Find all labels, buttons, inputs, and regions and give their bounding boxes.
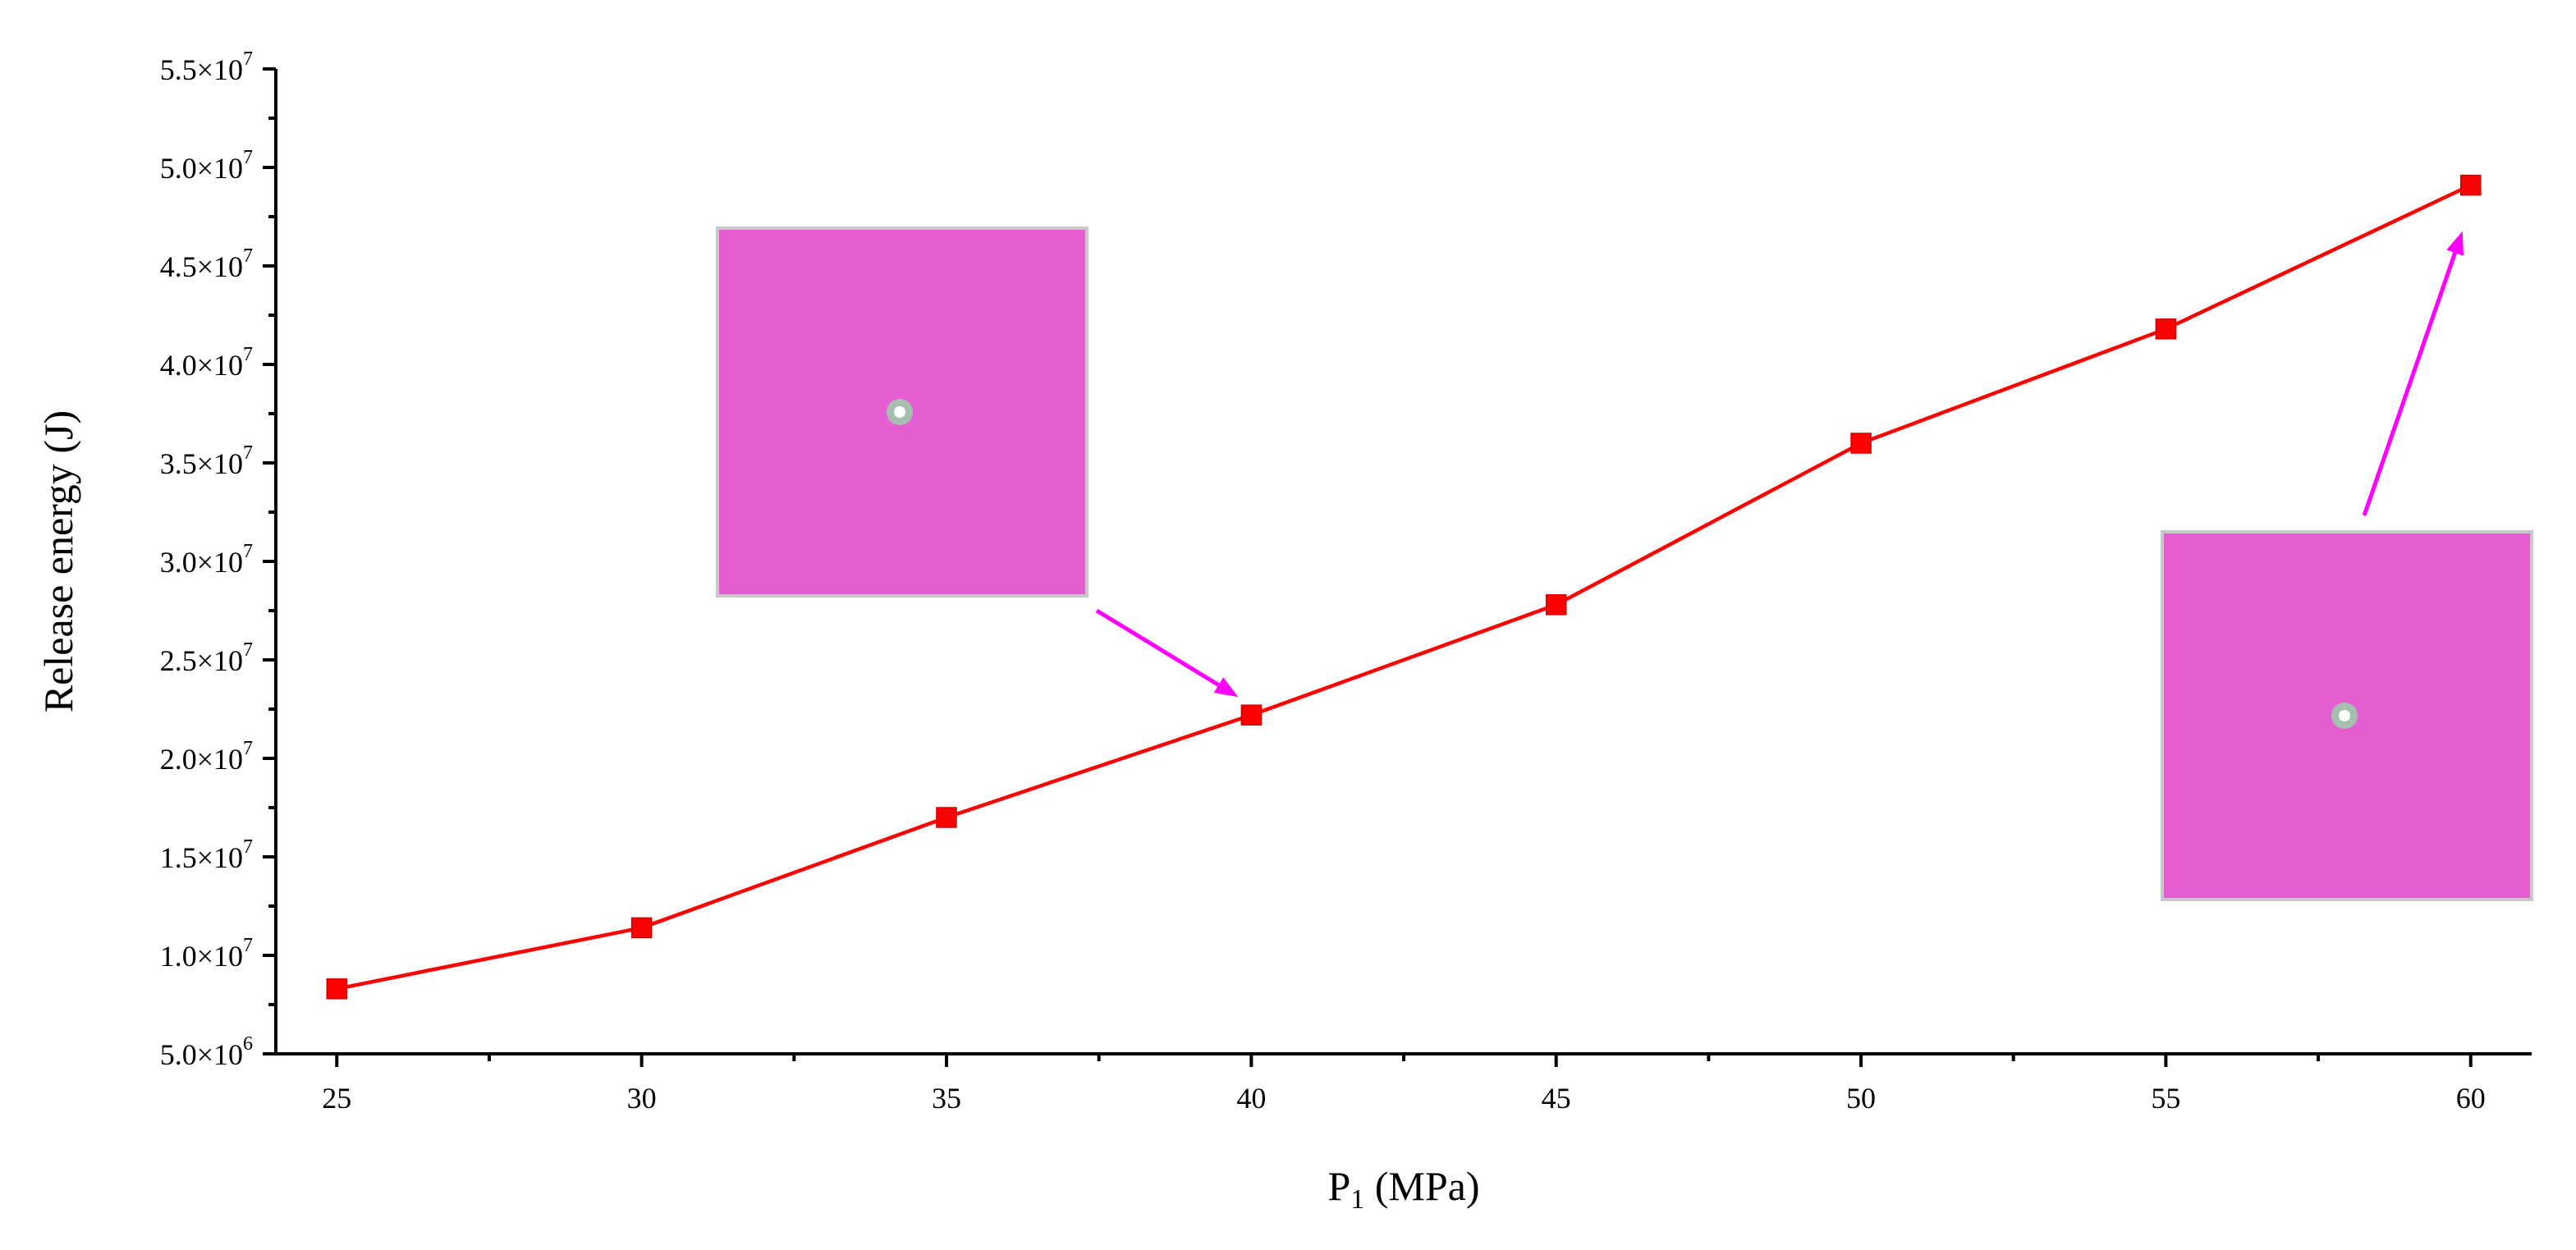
inset-image-low-hotspot [894, 406, 905, 418]
x-axis-title-subscript: 1 [1350, 1184, 1364, 1215]
y-tick-label: 1.5×107 [160, 836, 253, 874]
x-axis-title-unit: (MPa) [1364, 1163, 1479, 1209]
arrow-to-60-shaft [2362, 252, 2457, 516]
y-tick-mantissa: 4.5×10 [160, 250, 243, 283]
y-tick-exponent: 7 [243, 48, 253, 70]
y-tick-label: 3.0×107 [160, 541, 253, 579]
y-tick-mantissa: 4.0×10 [160, 349, 243, 382]
data-point-marker [1850, 433, 1872, 454]
x-axis-title: P1 (MPa) [1327, 1163, 1479, 1215]
inset-image-high-border [2161, 530, 2533, 901]
arrow-to-60 [2362, 231, 2464, 516]
inset-image-low-border [716, 227, 1089, 598]
y-tick-label: 2.5×107 [160, 639, 253, 677]
arrow-to-60-head [2446, 231, 2464, 256]
inset-image-high-hotspot [2339, 710, 2350, 721]
y-tick-exponent: 7 [243, 344, 253, 365]
y-tick-label: 2.0×107 [160, 738, 253, 776]
arrow-to-40-head [1213, 677, 1239, 698]
y-tick-mantissa: 1.5×10 [160, 841, 243, 874]
y-tick-exponent: 7 [243, 738, 253, 759]
y-tick-exponent: 6 [243, 1033, 253, 1055]
data-point-marker [326, 978, 348, 1000]
x-axis-title-symbol: P [1327, 1163, 1350, 1209]
arrow-to-40-shaft [1095, 608, 1220, 687]
y-tick-mantissa: 3.0×10 [160, 546, 243, 579]
data-point-marker [630, 917, 653, 939]
y-tick-exponent: 7 [243, 442, 253, 464]
y-tick-exponent: 7 [243, 836, 253, 858]
y-tick-mantissa: 5.0×10 [160, 152, 243, 185]
y-axis-title: Release energy (J) [35, 410, 81, 712]
y-tick-exponent: 7 [243, 639, 253, 661]
insets-layer [716, 227, 2533, 901]
y-tick-exponent: 7 [243, 147, 253, 168]
axes: 25 30 35 40 45 50 55 605.0×1061.0×1071.5×1072.0… [35, 48, 2532, 1215]
inset-image-high [2161, 530, 2533, 901]
y-tick-exponent: 7 [243, 541, 253, 562]
y-tick-mantissa: 5.5×10 [160, 53, 243, 86]
y-tick-label: 4.5×107 [160, 245, 253, 283]
y-tick-label: 5.5×107 [160, 48, 253, 86]
x-tick-label: 50 [1846, 1082, 1876, 1115]
data-point-marker [2155, 318, 2177, 340]
y-tick-label: 5.0×106 [160, 1033, 253, 1071]
data-point-marker [936, 807, 957, 828]
x-tick-label: 45 [1542, 1082, 1571, 1115]
data-point-marker [1545, 594, 1567, 616]
data-point-marker [1240, 704, 1263, 726]
y-tick-mantissa: 2.5×10 [160, 644, 243, 677]
y-tick-label: 1.0×107 [160, 935, 253, 973]
y-tick-mantissa: 2.0×10 [160, 743, 243, 776]
y-tick-mantissa: 1.0×10 [160, 940, 243, 973]
inset-image-low [716, 227, 1089, 598]
y-tick-mantissa: 5.0×10 [160, 1038, 243, 1071]
y-tick-label: 5.0×107 [160, 147, 253, 185]
arrows-layer [1095, 231, 2464, 698]
x-tick-label: 35 [932, 1082, 961, 1115]
y-tick-exponent: 7 [243, 935, 253, 956]
y-tick-label: 3.5×107 [160, 442, 253, 480]
x-tick-label: 25 [322, 1082, 351, 1115]
y-tick-exponent: 7 [243, 245, 253, 267]
series-layer [326, 174, 2482, 1000]
x-tick-label: 30 [627, 1082, 657, 1115]
x-tick-label: 60 [2456, 1082, 2486, 1115]
arrow-to-40 [1095, 608, 1239, 698]
y-tick-mantissa: 3.5×10 [160, 447, 243, 480]
y-tick-label: 4.0×107 [160, 344, 253, 382]
x-tick-label: 40 [1236, 1082, 1266, 1115]
data-point-marker [2459, 174, 2482, 196]
x-tick-label: 55 [2151, 1082, 2180, 1115]
series-line [336, 183, 2472, 991]
